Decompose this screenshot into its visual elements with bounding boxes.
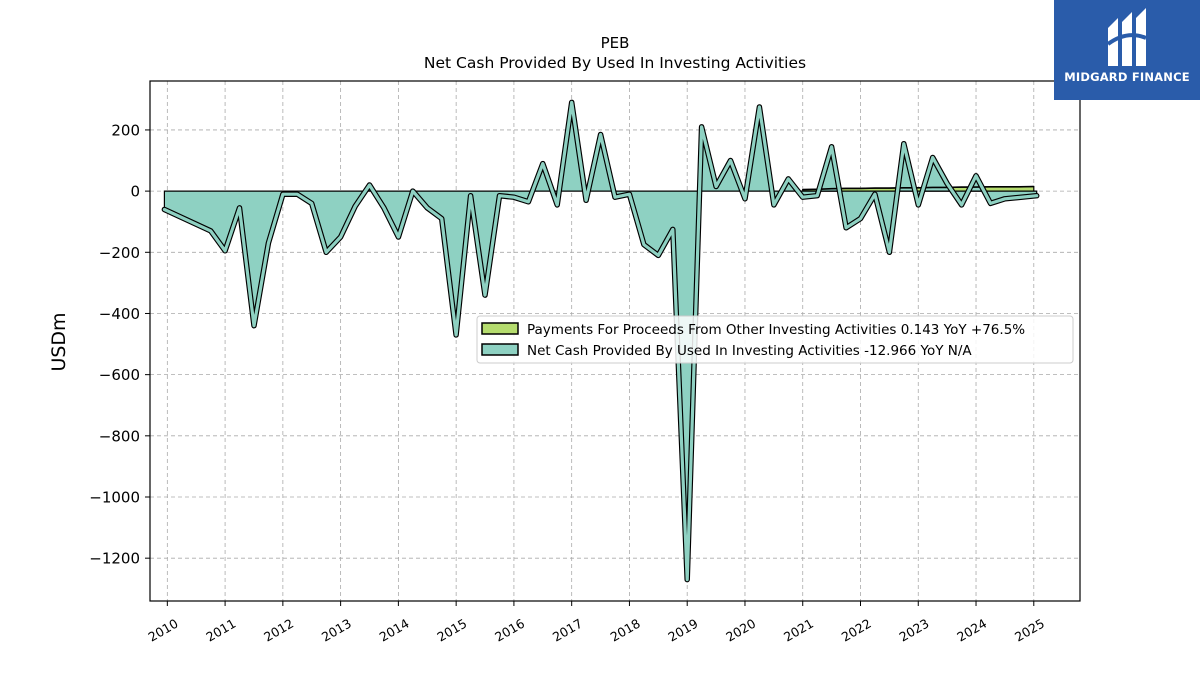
x-tick-label: 2021 (781, 616, 816, 645)
chart-subtitle: Net Cash Provided By Used In Investing A… (424, 54, 806, 72)
legend-label-payments: Payments For Proceeds From Other Investi… (527, 322, 1025, 338)
midgard-logo-icon (1106, 8, 1147, 66)
y-tick-label: 0 (130, 183, 140, 201)
x-tick-label: 2015 (434, 616, 469, 645)
x-tick-label: 2013 (319, 616, 354, 645)
legend-swatch-payments (481, 322, 519, 335)
chart-series-lines (161, 99, 1040, 583)
chart-title: PEB (601, 34, 630, 52)
legend-label-net-cash: Net Cash Provided By Used In Investing A… (527, 343, 972, 359)
x-tick-label: 2011 (203, 616, 238, 645)
x-tick-label: 2017 (550, 616, 585, 645)
x-tick-label: 2010 (146, 616, 181, 645)
y-tick-label: 200 (111, 121, 140, 139)
series-line (162, 100, 1039, 582)
brand-name: MIDGARD FINANCE (1064, 70, 1190, 84)
brand-logo: MIDGARD FINANCE (1054, 0, 1200, 100)
x-tick-label: 2019 (665, 616, 700, 645)
x-tick-label: 2024 (954, 616, 989, 645)
legend-box (476, 315, 1074, 364)
plot-frame (149, 80, 1081, 602)
y-tick-label: −1200 (89, 550, 140, 568)
x-tick-label: 2020 (723, 616, 758, 645)
y-tick-label: −600 (99, 366, 140, 384)
x-tick-label: 2016 (492, 616, 527, 645)
y-tick-label: −200 (99, 244, 140, 262)
y-tick-label: −400 (99, 305, 140, 323)
y-tick-label: −800 (99, 427, 140, 445)
x-tick-label: 2025 (1012, 616, 1047, 645)
y-axis-label: USDm (48, 312, 70, 371)
x-tick-label: 2014 (377, 616, 412, 645)
x-tick-label: 2012 (261, 616, 296, 645)
legend-swatch-net-cash (481, 343, 519, 356)
x-tick-label: 2022 (839, 616, 874, 645)
x-tick-label: 2023 (896, 616, 931, 645)
x-tick-label: 2018 (608, 616, 643, 645)
y-tick-label: −1000 (89, 489, 140, 507)
chart-legend: Payments For Proceeds From Other Investi… (476, 315, 1074, 364)
